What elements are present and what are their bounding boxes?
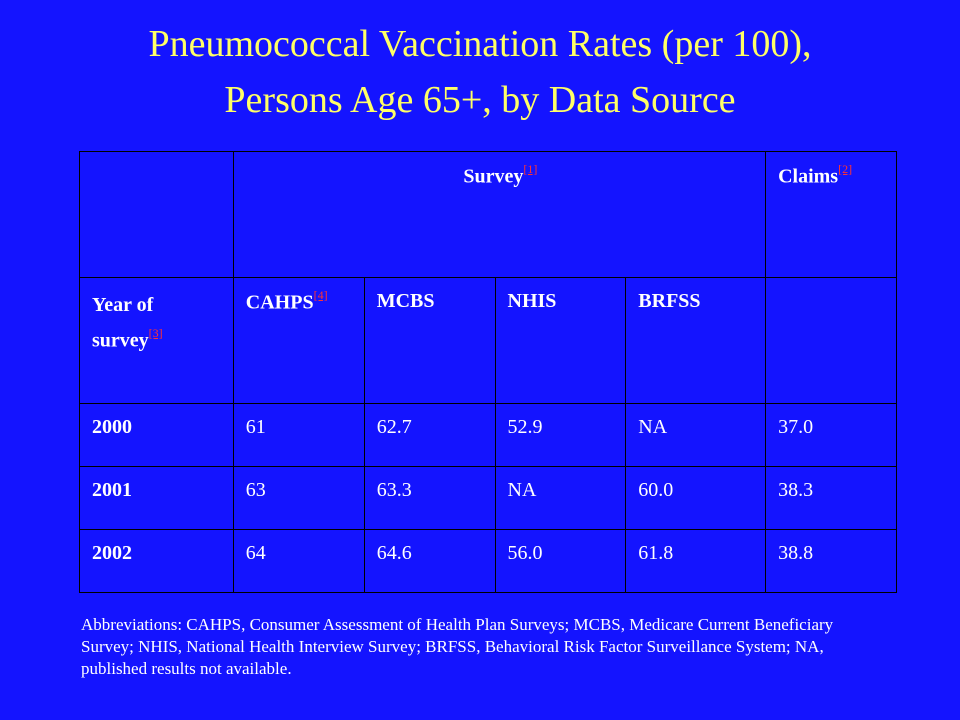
brfss-value: 60.0	[625, 466, 767, 530]
year-footnote-link[interactable]: [3]	[148, 326, 163, 340]
empty-corner-cell	[79, 151, 234, 278]
title-line-1: Pneumococcal Vaccination Rates (per 100)…	[148, 23, 812, 65]
cahps-value: 61	[232, 403, 365, 467]
nhis-value: 56.0	[494, 529, 627, 593]
year-header-line-1: Year of	[92, 294, 154, 316]
mcbs-value: 64.6	[363, 529, 496, 593]
cahps-value: 63	[232, 466, 365, 530]
group-header-row: Survey[1] Claims[2]	[79, 151, 897, 278]
table-row: 2001 63 63.3 NA 60.0 38.3	[79, 466, 897, 530]
brfss-value: 61.8	[625, 529, 767, 593]
claims-column-header-empty	[765, 277, 897, 404]
survey-group-header: Survey[1]	[232, 151, 767, 278]
survey-header-label: Survey	[463, 165, 524, 188]
cahps-footnote-link[interactable]: [4]	[313, 288, 328, 302]
title-line-2: Persons Age 65+, by Data Source	[224, 79, 736, 121]
year-header-line-2: survey	[92, 329, 149, 352]
claims-value: 37.0	[765, 403, 897, 467]
cahps-header-label: CAHPS	[245, 291, 314, 314]
claims-header-label: Claims	[778, 165, 839, 188]
table-row: 2000 61 62.7 52.9 NA 37.0	[79, 403, 897, 467]
slide-title: Pneumococcal Vaccination Rates (per 100)…	[0, 16, 960, 128]
nhis-value: 52.9	[494, 403, 627, 467]
cahps-value: 64	[232, 529, 365, 593]
nhis-value: NA	[494, 466, 627, 530]
vaccination-rates-table: Survey[1] Claims[2] Year of survey[3] CA…	[79, 151, 897, 593]
claims-value: 38.8	[765, 529, 897, 593]
year-column-header: Year of survey[3]	[79, 277, 234, 404]
row-year: 2001	[79, 466, 234, 530]
row-year: 2002	[79, 529, 234, 593]
claims-footnote-link[interactable]: [2]	[838, 162, 853, 176]
brfss-value: NA	[625, 403, 767, 467]
abbreviations-note: Abbreviations: CAHPS, Consumer Assessmen…	[81, 615, 834, 678]
survey-footnote-link[interactable]: [1]	[523, 162, 538, 176]
column-header-row: Year of survey[3] CAHPS[4] MCBS NHIS BRF…	[79, 277, 897, 404]
row-year: 2000	[79, 403, 234, 467]
table-row: 2002 64 64.6 56.0 61.8 38.8	[79, 529, 897, 593]
claims-value: 38.3	[765, 466, 897, 530]
nhis-column-header: NHIS	[494, 277, 627, 404]
mcbs-value: 62.7	[363, 403, 496, 467]
brfss-column-header: BRFSS	[625, 277, 767, 404]
cahps-column-header: CAHPS[4]	[232, 277, 365, 404]
claims-group-header: Claims[2]	[765, 151, 897, 278]
mcbs-column-header: MCBS	[363, 277, 496, 404]
mcbs-value: 63.3	[363, 466, 496, 530]
